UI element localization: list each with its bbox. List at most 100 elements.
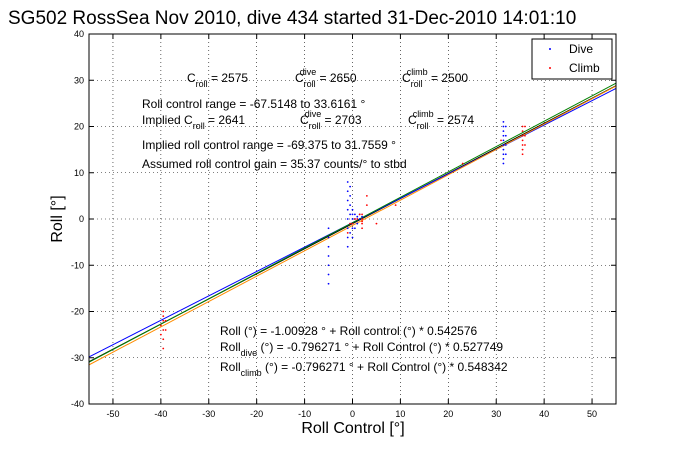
dive-point <box>502 120 505 123</box>
chart-title: SG502 RossSea Nov 2010, dive 434 started… <box>8 8 576 29</box>
climb-point <box>162 329 165 331</box>
climb-point <box>159 333 162 336</box>
dive-point <box>349 231 352 234</box>
y-tick-label: 40 <box>74 29 84 39</box>
climb-point <box>361 227 363 230</box>
dive-point <box>504 134 507 137</box>
legend-dive-label: Dive <box>569 42 593 56</box>
climb-point <box>353 218 356 220</box>
dive-point <box>346 181 349 183</box>
dive-point <box>356 215 359 218</box>
climb-point <box>164 329 167 331</box>
climb-point <box>356 218 359 220</box>
dive-point <box>346 245 349 248</box>
dive-point <box>502 144 505 146</box>
climb-point <box>358 213 361 216</box>
dive-point <box>351 213 354 216</box>
dive-point <box>353 227 356 230</box>
roll-control-range: Roll control range = -67.5148 to 33.6161… <box>142 97 365 111</box>
climb-point <box>524 125 526 128</box>
climb-point <box>361 218 363 220</box>
dive-point <box>351 208 354 211</box>
dive-point <box>502 148 505 151</box>
y-tick-label: 10 <box>74 168 84 178</box>
climb-point <box>521 148 524 151</box>
climb-point <box>521 139 524 142</box>
climb-point <box>375 222 378 225</box>
dive-point <box>346 199 349 202</box>
dive-point <box>327 227 330 230</box>
equation-roll: Roll (°) = -1.00928 ° + Roll control (°)… <box>220 324 478 338</box>
dive-point <box>502 134 505 137</box>
implied-c-roll-dive: Crolldive = 2703 <box>300 109 362 131</box>
c-roll: Croll = 2575 <box>187 71 248 89</box>
data-points <box>159 120 526 350</box>
climb-point <box>394 204 397 207</box>
x-tick-label: -30 <box>202 409 215 419</box>
dive-point <box>502 153 505 156</box>
climb-point <box>162 315 165 318</box>
climb-point <box>349 222 352 225</box>
y-tick-label: -10 <box>71 260 84 270</box>
x-axis-label: Roll Control [°] <box>301 420 404 437</box>
legend-box <box>531 38 613 80</box>
climb-point <box>159 324 162 327</box>
dive-point <box>327 273 330 276</box>
x-tick-label: 0 <box>350 409 355 419</box>
equation-dive: Rolldive (°) = -0.796271 ° + Roll Contro… <box>220 340 503 358</box>
dive-point <box>327 264 330 267</box>
dive-point <box>502 125 505 128</box>
fit-lines <box>88 82 617 366</box>
climb-point <box>361 220 363 223</box>
implied-c-roll: Implied Croll = 2641 <box>142 113 245 131</box>
y-tick-label: -30 <box>71 353 84 363</box>
dive-point <box>351 218 354 220</box>
dive-point <box>349 185 352 188</box>
implied-c-roll-climb: Crollclimb = 2574 <box>408 109 474 131</box>
dive-point <box>346 190 349 193</box>
dive-point <box>504 125 507 128</box>
dive-point <box>502 130 505 133</box>
legend-climb-marker <box>549 67 551 69</box>
dive-point <box>504 144 507 146</box>
y-tick-label: 30 <box>74 75 84 85</box>
x-tick-label: 30 <box>491 409 501 419</box>
legend: Dive Climb <box>531 38 613 80</box>
climb-point <box>164 319 167 322</box>
y-tick-label: 0 <box>79 214 84 224</box>
y-tick-label: -40 <box>71 399 84 409</box>
dive-point <box>349 213 352 216</box>
climb-point <box>162 338 165 341</box>
legend-dive-marker <box>549 48 551 50</box>
x-tick-label: 20 <box>443 409 453 419</box>
climb-point <box>521 144 524 146</box>
dive-point <box>504 153 507 156</box>
axis-ticks: -50 -40 -30 -20 -10 0 10 20 30 40 50 -40 -30 -20 -10 0 1… <box>71 29 616 419</box>
y-axis-label: Roll [°] <box>49 195 66 242</box>
dive-point <box>361 215 363 218</box>
annotations: Croll = 2575 Crolldive = 2650 Crollclimb… <box>142 67 508 378</box>
y-tick-label: -20 <box>71 307 84 317</box>
x-tick-label: -10 <box>298 409 311 419</box>
dive-point <box>327 245 330 248</box>
dive-point <box>356 222 359 225</box>
dive-point <box>349 194 352 197</box>
x-tick-label: 50 <box>587 409 597 419</box>
fit-line <box>88 85 617 366</box>
dive-point <box>353 213 356 216</box>
c-roll-climb: Crollclimb = 2500 <box>402 67 468 89</box>
dive-point <box>349 204 352 207</box>
assumed-gain: Assumed roll control gain = 35.37 counts… <box>142 157 407 171</box>
dive-point <box>502 157 505 160</box>
climb-point <box>361 213 363 216</box>
dive-point <box>327 282 330 285</box>
climb-point <box>351 222 354 225</box>
dive-point <box>502 162 505 165</box>
climb-point <box>521 134 524 137</box>
climb-point <box>524 144 526 146</box>
grid-lines <box>89 34 616 404</box>
y-tick-label: 20 <box>74 122 84 132</box>
dive-point <box>346 227 349 230</box>
